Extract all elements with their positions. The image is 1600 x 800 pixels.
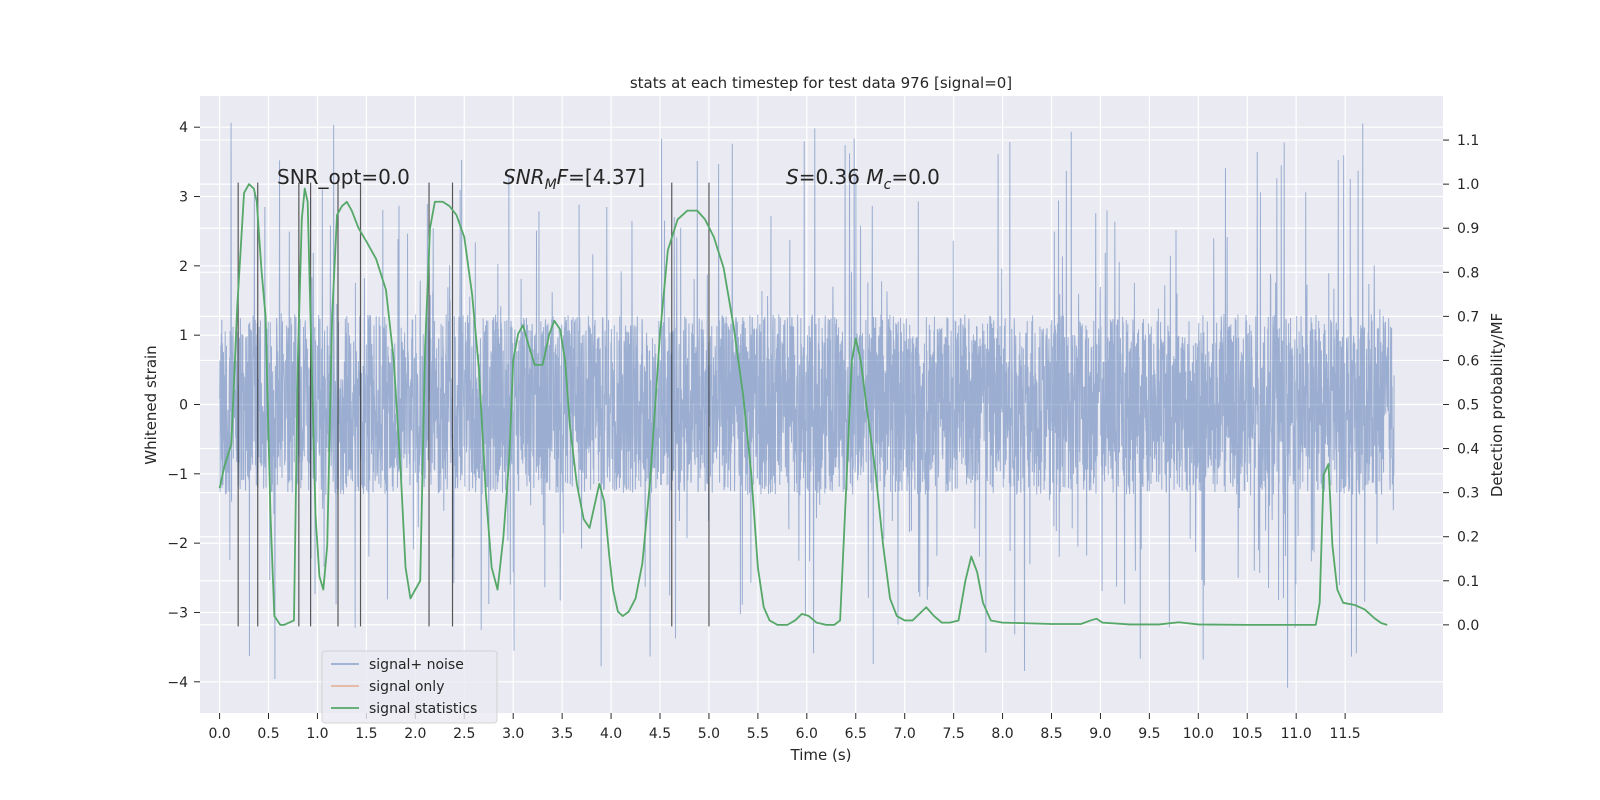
y-axis-left-ticks: 4 3 2 1 0 −1 −2 −3 −4 — [167, 120, 200, 691]
x-tick-label: 1.0 — [306, 726, 328, 742]
legend-box — [321, 650, 498, 724]
x-tick-label: 4.5 — [649, 726, 671, 742]
x-tick-label: 10.0 — [1183, 726, 1214, 742]
x-tick-label: 8.0 — [991, 726, 1013, 742]
y-right-tick-label: 0.7 — [1457, 309, 1479, 325]
x-axis-ticks: 0.0 0.5 1.0 1.5 2.0 2.5 3.0 3.5 4.0 4.5 5.0 5.5 6.0 6… — [208, 713, 1361, 742]
x-tick-label: 9.5 — [1138, 726, 1160, 742]
x-tick-label: 1.5 — [355, 726, 377, 742]
legend-label-stats: signal statistics — [369, 701, 477, 717]
x-tick-label: 11.0 — [1281, 726, 1312, 742]
y-right-tick-label: 0.6 — [1457, 353, 1479, 369]
y-left-tick-label: 1 — [179, 328, 188, 344]
x-tick-label: 2.5 — [453, 726, 475, 742]
chart-title: stats at each timestep for test data 976… — [630, 74, 1012, 92]
y-left-tick-label: −3 — [167, 605, 188, 621]
x-tick-label: 0.5 — [257, 726, 279, 742]
noise-trace — [219, 122, 1395, 688]
x-tick-label: 6.5 — [845, 726, 867, 742]
x-tick-label: 3.0 — [502, 726, 524, 742]
x-tick-label: 4.0 — [600, 726, 622, 742]
stats-line — [218, 183, 1388, 626]
noise-series — [219, 122, 1395, 688]
y-axis-left-label: Whitened strain — [142, 345, 160, 464]
x-tick-label: 9.0 — [1089, 726, 1111, 742]
y-right-tick-label: 0.2 — [1457, 530, 1479, 546]
legend-label-signal: signal only — [369, 679, 444, 695]
y-left-tick-label: −4 — [167, 675, 188, 691]
y-right-tick-label: 1.1 — [1457, 133, 1479, 149]
y-left-tick-label: −2 — [167, 536, 188, 552]
x-axis-label: Time (s) — [790, 746, 852, 764]
y-left-tick-label: 2 — [179, 259, 188, 275]
y-right-tick-label: 0.5 — [1457, 398, 1479, 414]
y-left-tick-label: 4 — [179, 120, 188, 136]
y-axis-right-label: Detection probability/MF — [1488, 313, 1506, 497]
stats-series — [218, 183, 1388, 626]
legend: signal+ noise signal only signal statist… — [321, 650, 498, 724]
x-tick-label: 8.5 — [1040, 726, 1062, 742]
y-right-tick-label: 0.3 — [1457, 486, 1479, 502]
y-left-tick-label: 3 — [179, 190, 188, 206]
x-tick-label: 11.5 — [1330, 726, 1361, 742]
legend-label-noise: signal+ noise — [369, 657, 464, 673]
y-right-tick-label: 0.1 — [1457, 574, 1479, 590]
y-right-tick-label: 0.0 — [1457, 618, 1479, 634]
annotation-snr-mf: SNRMF=[4.37] — [503, 165, 645, 193]
x-tick-label: 7.5 — [942, 726, 964, 742]
x-tick-label: 5.5 — [747, 726, 769, 742]
y-right-tick-label: 0.4 — [1457, 442, 1479, 458]
annotations: SNR_opt=0.0 SNRMF=[4.37] S=0.36 Mc=0.0 — [277, 165, 940, 193]
y-right-tick-label: 0.8 — [1457, 265, 1479, 281]
y-right-tick-label: 1.0 — [1457, 177, 1479, 193]
x-tick-label: 3.5 — [551, 726, 573, 742]
x-tick-label: 6.0 — [796, 726, 818, 742]
y-left-tick-label: −1 — [167, 467, 188, 483]
annotation-snr-opt: SNR_opt=0.0 — [277, 165, 410, 189]
x-tick-label: 10.5 — [1232, 726, 1263, 742]
x-tick-label: 2.0 — [404, 726, 426, 742]
x-tick-label: 7.0 — [894, 726, 916, 742]
annotation-s-mc: S=0.36 Mc=0.0 — [786, 165, 940, 193]
vertical-markers — [237, 182, 710, 627]
x-tick-label: 5.0 — [698, 726, 720, 742]
x-tick-label: 0.0 — [208, 726, 230, 742]
y-axis-right-ticks: 1.1 1.0 0.9 0.8 0.7 0.6 0.5 0.4 0.3 0.2 0.1 0.0 — [1443, 133, 1479, 634]
y-right-tick-label: 0.9 — [1457, 221, 1479, 237]
y-left-tick-label: 0 — [179, 398, 188, 414]
